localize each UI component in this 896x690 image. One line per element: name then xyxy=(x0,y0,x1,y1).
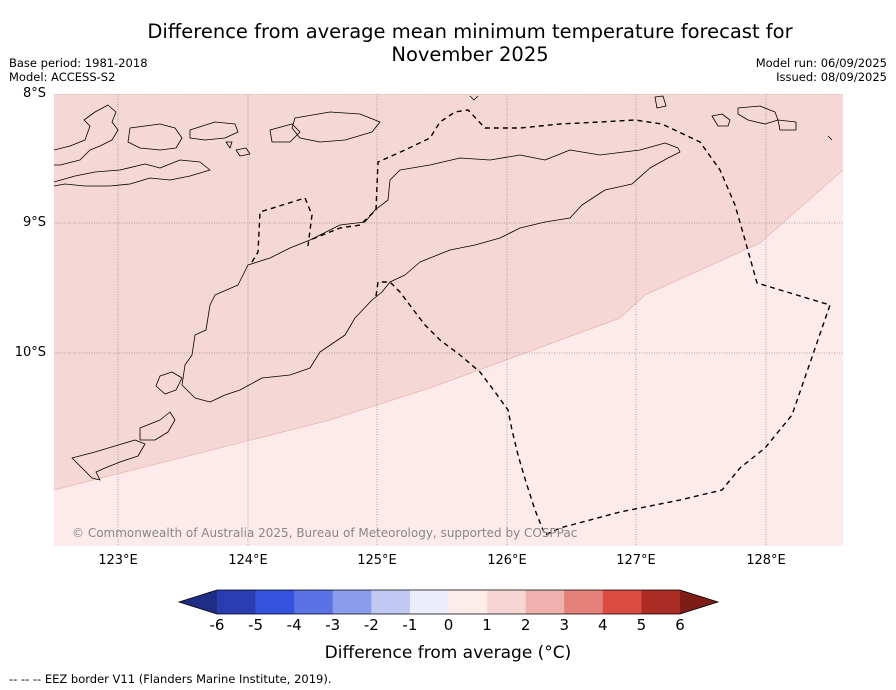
colorbar-tick-label: -4 xyxy=(286,616,302,634)
colorbar-tick-label: 2 xyxy=(520,616,531,634)
colorbar-tick-label: 5 xyxy=(636,616,647,634)
model-name: Model: ACCESS-S2 xyxy=(9,70,116,84)
coastline-north-island xyxy=(777,119,797,131)
coastline-alor xyxy=(189,121,239,141)
model-run: Model run: 06/09/2025 xyxy=(755,56,887,70)
colorbar-segment xyxy=(487,590,526,614)
lat-label-8s: 8°S xyxy=(22,86,46,101)
colorbar xyxy=(177,589,720,615)
colorbar-tick-label: -1 xyxy=(402,616,418,634)
coastline-north-island xyxy=(737,105,779,125)
coastline-timor xyxy=(181,142,681,403)
coastline-islet xyxy=(235,147,251,157)
eez-border xyxy=(309,109,831,536)
colorbar-segment xyxy=(371,590,411,614)
colorbar-segment xyxy=(294,590,334,614)
colorbar-segment xyxy=(602,590,642,614)
lat-label-9s: 9°S xyxy=(22,215,46,230)
colorbar-segment xyxy=(448,590,488,614)
colorbar-segment xyxy=(564,590,604,614)
coastline-islet xyxy=(225,141,233,149)
colorbar-segment xyxy=(409,590,449,614)
colorbar-segment xyxy=(217,590,256,614)
colorbar-tick-label: 1 xyxy=(482,616,492,634)
colorbar-tick-label: 6 xyxy=(675,616,685,634)
coastline-flores xyxy=(54,104,119,166)
lon-label-128e: 128°E xyxy=(746,553,786,568)
colorbar-title: Difference from average (°C) xyxy=(324,643,572,663)
colorbar-tick-label: 3 xyxy=(559,616,570,634)
colorbar-tick-label: -2 xyxy=(363,616,379,634)
colorbar-segment xyxy=(641,590,681,614)
lon-label-123e: 123°E xyxy=(98,553,138,568)
lon-label-124e: 124°E xyxy=(228,553,268,568)
coastline-islet xyxy=(654,95,667,109)
lat-label-10s: 10°S xyxy=(14,345,46,360)
coastline-islet xyxy=(469,95,479,101)
lon-label-127e: 127°E xyxy=(616,553,656,568)
coastline-semau xyxy=(139,411,176,441)
colorbar-segment xyxy=(525,590,565,614)
coastline-islet xyxy=(827,135,833,141)
coastline-atauro xyxy=(291,111,381,143)
coastline-pantar xyxy=(269,123,301,143)
coastline-rote xyxy=(155,371,183,395)
colorbar-tick-label: 4 xyxy=(598,616,608,634)
colorbar-tick-label: -5 xyxy=(248,616,264,634)
band-boundary xyxy=(54,169,843,491)
colorbar-tick-label: -3 xyxy=(325,616,341,634)
map-area: © Commonwealth of Australia 2025, Bureau… xyxy=(54,94,843,546)
coastline-alor xyxy=(127,123,183,151)
colorbar-segment xyxy=(332,590,372,614)
colorbar-tick-label: 0 xyxy=(443,616,454,634)
coastline-north-island xyxy=(711,113,731,127)
colorbar-extend-high xyxy=(680,590,718,614)
meta-left: Base period: 1981-2018 Model: ACCESS-S2 xyxy=(9,56,148,84)
map-title: Difference from average mean minimum tem… xyxy=(147,20,793,66)
coastline-flores-lower xyxy=(54,159,211,187)
meta-right: Model run: 06/09/2025 Issued: 08/09/2025 xyxy=(756,56,887,84)
colorbar-extend-low xyxy=(179,590,217,614)
anomaly-band-upper xyxy=(54,94,843,490)
colorbar-outline xyxy=(177,589,720,615)
colorbar-segment xyxy=(255,590,295,614)
lon-label-125e: 125°E xyxy=(357,553,397,568)
colorbar-tick-label: -6 xyxy=(209,616,225,634)
lon-label-126e: 126°E xyxy=(487,553,527,568)
copyright-notice: © Commonwealth of Australia 2025, Bureau… xyxy=(72,526,577,540)
coastline-rote-main xyxy=(71,439,146,481)
base-period: Base period: 1981-2018 xyxy=(9,56,148,70)
issued-date: Issued: 08/09/2025 xyxy=(776,70,887,84)
eez-border-west xyxy=(251,197,313,263)
eez-footnote: -- -- -- EEZ border V11 (Flanders Marine… xyxy=(9,672,332,686)
coastlines xyxy=(54,95,833,481)
